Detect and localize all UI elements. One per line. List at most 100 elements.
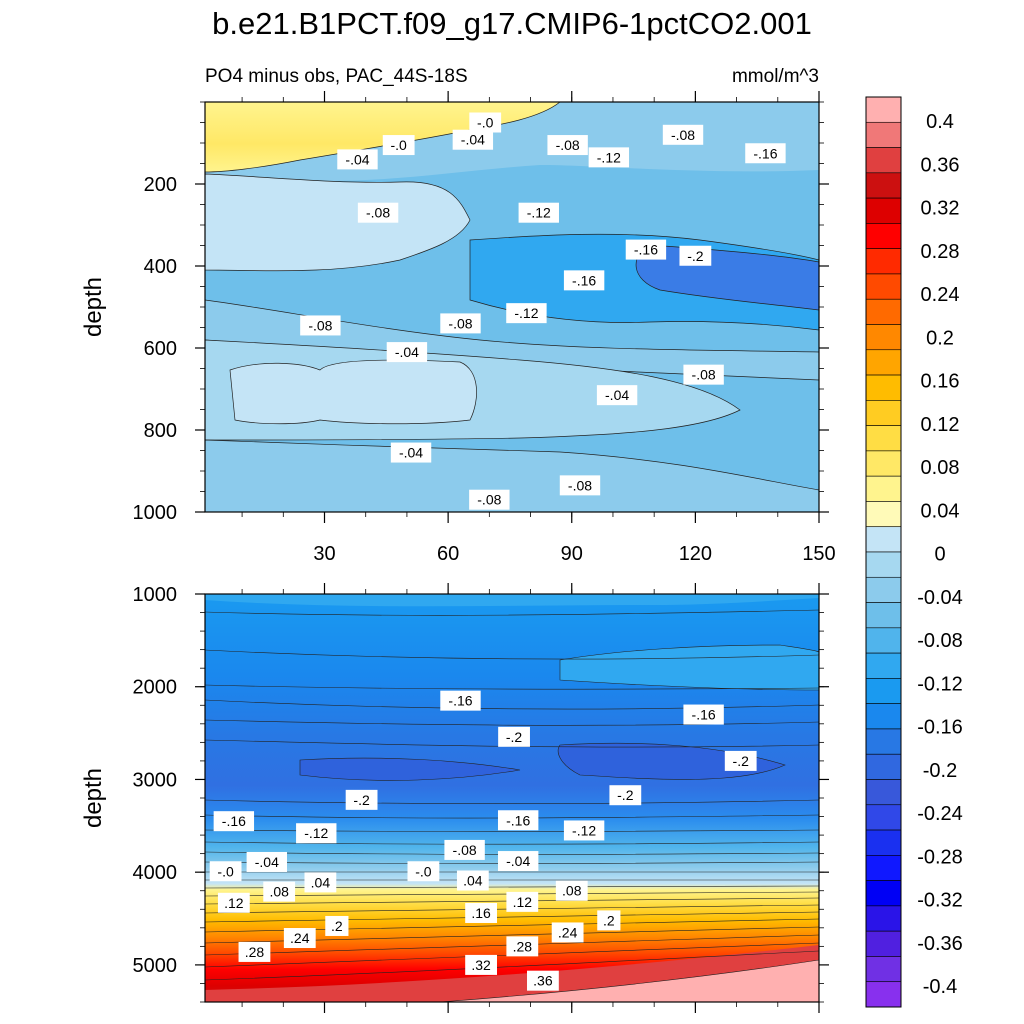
contour-label: -.04 bbox=[452, 129, 494, 150]
lower-y-axis: 1000 2000 3000 4000 5000 bbox=[133, 584, 829, 1003]
colorbar-swatch bbox=[865, 172, 902, 199]
chart-subtitle: PO4 minus obs, PAC_44S-18S bbox=[205, 66, 468, 87]
contour-label-text: -.08 bbox=[477, 492, 501, 508]
colorbar-label: 0.32 bbox=[921, 198, 960, 220]
contour-label-text: -.08 bbox=[453, 842, 477, 858]
colorbar-swatch bbox=[865, 753, 902, 780]
upper-lens-patch bbox=[229, 359, 477, 425]
units-label: mmol/m^3 bbox=[732, 66, 819, 87]
colorbar-swatch bbox=[865, 197, 902, 224]
contour-label-box bbox=[444, 839, 485, 860]
contour-label: -.2 bbox=[679, 245, 712, 266]
colorbar-swatch bbox=[865, 223, 902, 249]
contour-label: -.08 bbox=[469, 489, 510, 510]
contour-label-text: -.08 bbox=[671, 127, 695, 143]
colorbar-label: 0.36 bbox=[921, 154, 960, 176]
contour-label: .08 bbox=[263, 881, 296, 902]
contour-label-box bbox=[283, 928, 316, 949]
contour-line bbox=[205, 904, 819, 914]
contour-label-box bbox=[625, 239, 667, 260]
upper-field: -.0-.08-.16-.0 -.04 -.08-.12-.04-.08 -.12-.… bbox=[205, 102, 819, 512]
y-tick-label: 800 bbox=[144, 420, 177, 442]
contour-label-text: -.2 bbox=[733, 753, 750, 769]
contour-label-box bbox=[456, 870, 489, 891]
contour-label-box bbox=[465, 954, 497, 975]
contour-label: -.12 bbox=[506, 303, 547, 324]
contour-label-box bbox=[497, 851, 539, 872]
contour-label: -.0 bbox=[469, 112, 502, 133]
colorbar-swatch bbox=[865, 526, 902, 553]
contour-label-box bbox=[296, 823, 337, 844]
contour-label-box bbox=[527, 970, 559, 991]
upper-y-axis: 200 400 600 800 1000 bbox=[133, 101, 829, 524]
contour-label-box bbox=[563, 820, 605, 841]
contour-label-text: -.08 bbox=[308, 317, 332, 333]
contour-line bbox=[205, 950, 819, 981]
lower-top-band bbox=[205, 594, 819, 607]
colorbar-swatch bbox=[865, 728, 902, 755]
contour-label: .04 bbox=[304, 872, 337, 893]
contour-label-box bbox=[382, 135, 415, 156]
contour-label-box bbox=[498, 726, 530, 747]
contour-label-box bbox=[465, 902, 497, 923]
contour-label-text: .12 bbox=[513, 894, 533, 910]
contour-label: -.04 bbox=[596, 385, 638, 406]
contour-label-box bbox=[246, 851, 288, 872]
contour-label-text: -.0 bbox=[391, 137, 408, 153]
contour-label-text: -.16 bbox=[222, 813, 246, 829]
contour-label-box bbox=[440, 313, 481, 334]
colorbar-swatch bbox=[865, 678, 902, 704]
colorbar-swatch bbox=[865, 829, 902, 856]
contour-label: .12 bbox=[506, 891, 539, 912]
contour-label-text: -.04 bbox=[399, 445, 423, 461]
contour-label-text: .12 bbox=[224, 895, 244, 911]
contour-label: .2 bbox=[325, 915, 349, 936]
contour-label: -.12 bbox=[518, 202, 559, 223]
contour-label-text: -.12 bbox=[304, 825, 328, 841]
contour-label-box bbox=[555, 880, 588, 901]
contour-label-box bbox=[596, 385, 638, 406]
colorbar-swatch bbox=[865, 450, 902, 477]
contour-label-text: -.2 bbox=[617, 787, 634, 803]
contour-label-box bbox=[325, 915, 349, 936]
contour-label-box bbox=[609, 785, 642, 806]
contour-label-text: .2 bbox=[331, 918, 343, 934]
colorbar-swatch bbox=[865, 425, 902, 452]
colorbar-label: -0.28 bbox=[917, 846, 963, 868]
upper-weak-negative-band bbox=[205, 173, 471, 272]
contour-label: -.2 bbox=[724, 750, 757, 771]
contour-label: -.08 bbox=[559, 475, 601, 496]
colorbar: 0.4 0.36 0.32 0.28 0.24 0.2 0.16 0.12 0.08 0.04 0 -… bbox=[865, 96, 963, 1008]
y-tick-label: 4000 bbox=[133, 862, 178, 884]
contour-label-text: -.04 bbox=[345, 151, 369, 167]
colorbar-swatch bbox=[865, 956, 902, 983]
contour-label: .28 bbox=[506, 936, 539, 957]
colorbar-label: -0.24 bbox=[917, 803, 963, 825]
x-tick-label: 60 bbox=[437, 543, 459, 565]
contour-label-text: .08 bbox=[269, 884, 289, 900]
colorbar-label: 0.08 bbox=[921, 457, 960, 479]
contour-label-text: .28 bbox=[245, 944, 265, 960]
upper-y-label: depth bbox=[80, 277, 107, 337]
contour-line bbox=[205, 719, 819, 726]
contour-label-box bbox=[683, 364, 724, 385]
colorbar-label: -0.04 bbox=[917, 587, 963, 609]
colorbar-swatch bbox=[865, 400, 902, 426]
contour-label-box bbox=[452, 129, 494, 150]
colorbar-swatch bbox=[865, 349, 902, 376]
contour-label-box bbox=[300, 315, 341, 336]
colorbar-swatch bbox=[865, 324, 902, 351]
colorbar-swatch bbox=[865, 147, 902, 174]
colorbar-label: -0.2 bbox=[923, 760, 957, 782]
contour-label-text: -.0 bbox=[477, 115, 494, 131]
y-tick-label: 400 bbox=[144, 256, 177, 278]
contour-label: -.08 bbox=[683, 364, 724, 385]
colorbar-swatch bbox=[865, 501, 902, 528]
contour-label-box bbox=[506, 303, 547, 324]
contour-label-box bbox=[547, 135, 588, 156]
contour-label-box bbox=[563, 270, 605, 291]
colorbar-label: -0.36 bbox=[917, 933, 963, 955]
contour-label-box bbox=[518, 202, 559, 223]
lower-minimum-left bbox=[299, 757, 521, 781]
colorbar-swatch bbox=[865, 96, 902, 123]
